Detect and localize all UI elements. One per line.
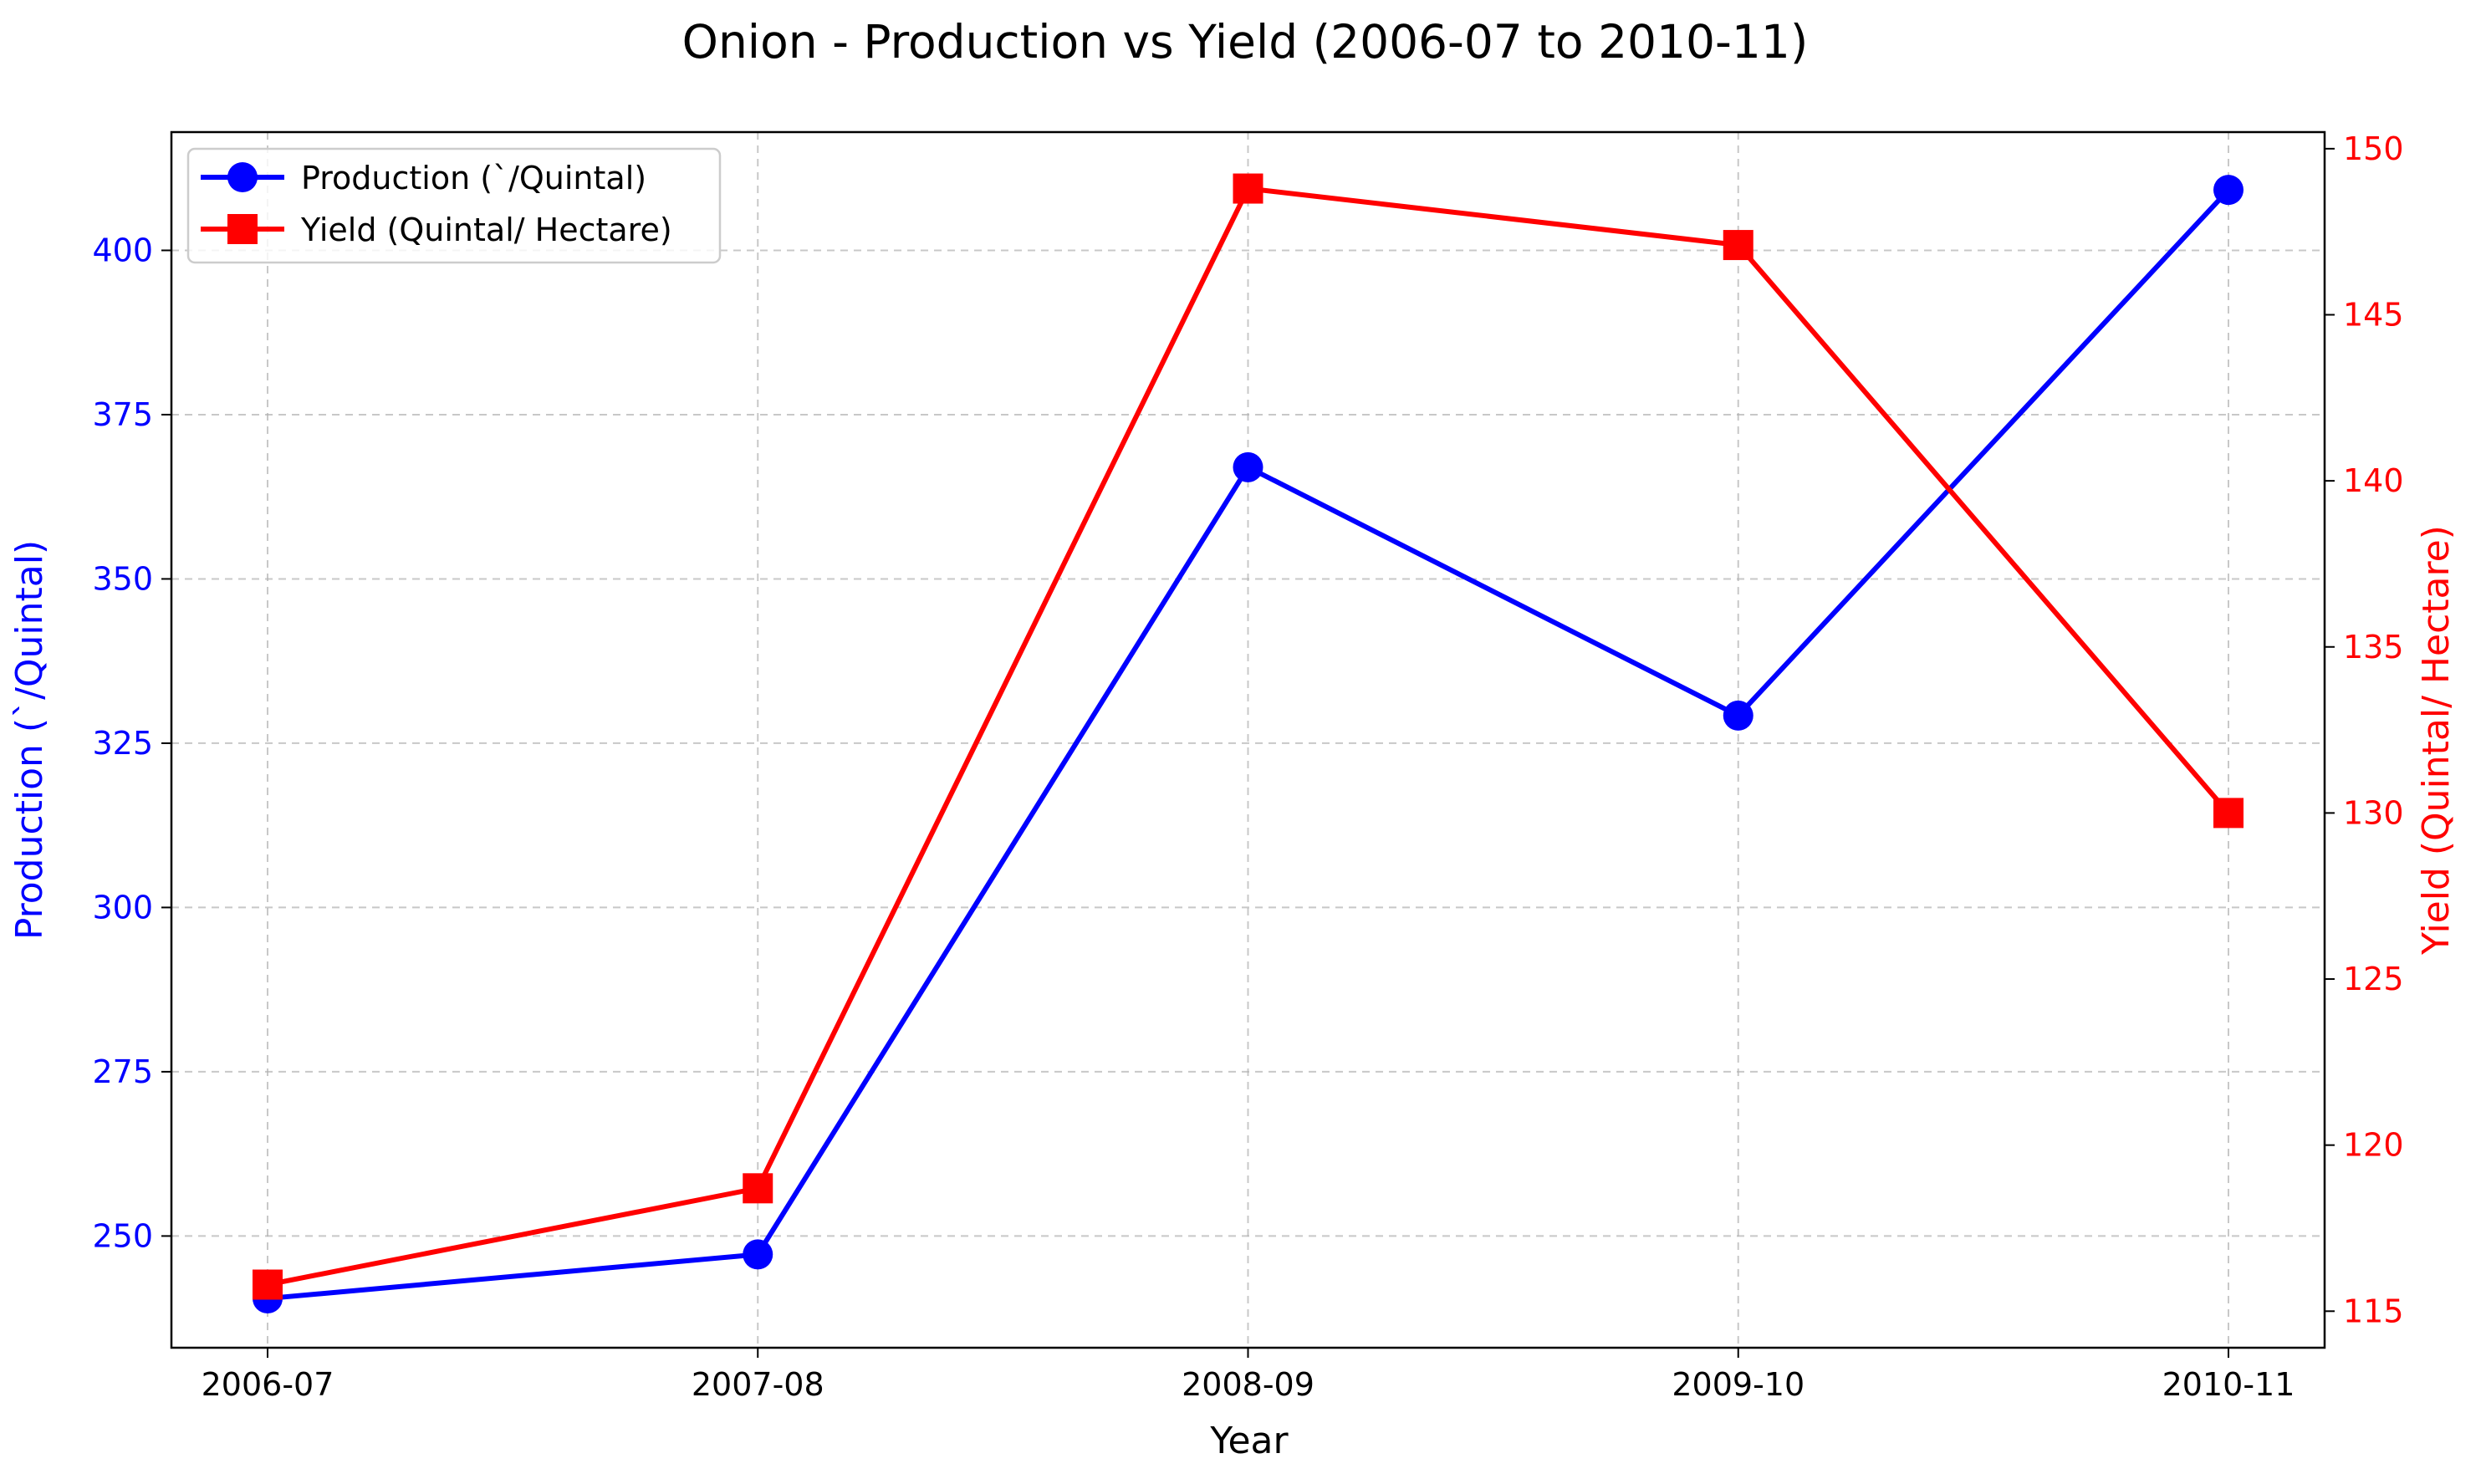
- chart-title: Onion - Production vs Yield (2006-07 to …: [682, 15, 1809, 69]
- y-left-tick-label: 375: [92, 396, 153, 433]
- x-tick-label: 2007-08: [692, 1366, 824, 1403]
- data-point-yield: [743, 1173, 773, 1204]
- data-point-yield: [1723, 230, 1753, 261]
- data-point-production: [1723, 700, 1753, 731]
- legend-marker-yield: [227, 214, 258, 244]
- data-point-yield: [253, 1269, 283, 1300]
- data-point-production: [2213, 175, 2244, 206]
- x-tick-label: 2010-11: [2162, 1366, 2295, 1403]
- axes: 2006-07 2007-08 2008-09 2009-10 2010-11 250 27…: [92, 130, 2403, 1403]
- legend-marker-production: [227, 162, 258, 192]
- y-left-tick-label: 300: [92, 889, 153, 926]
- y-left-tick-label: 325: [92, 725, 153, 762]
- y-left-tick-label: 400: [92, 232, 153, 268]
- legend: Production (`/Quintal) Yield (Quintal/ H…: [186, 147, 722, 264]
- y-left-tick-label: 275: [92, 1053, 153, 1090]
- x-tick-label: 2006-07: [202, 1366, 334, 1403]
- data-series: [253, 173, 2244, 1314]
- legend-box: [186, 147, 722, 264]
- y-right-tick-label: 120: [2343, 1127, 2404, 1164]
- y-right-tick-label: 125: [2343, 961, 2404, 997]
- data-point-production: [1233, 451, 1263, 482]
- y-right-tick-label: 115: [2343, 1293, 2404, 1329]
- legend-label-yield: Yield (Quintal/ Hectare): [300, 212, 672, 248]
- x-tick-label: 2008-09: [1182, 1366, 1314, 1403]
- y-axis-right-label: Yield (Quintal/ Hectare): [2415, 525, 2458, 956]
- y-right-tick-label: 145: [2343, 296, 2404, 333]
- y-right-tick-label: 140: [2343, 462, 2404, 499]
- x-axis-label: Year: [1209, 1420, 1289, 1462]
- y-axis-left-label: Production (`/Quintal): [8, 540, 51, 940]
- y-right-tick-label: 130: [2343, 794, 2404, 831]
- data-point-production: [743, 1239, 773, 1270]
- x-tick-label: 2009-10: [1672, 1366, 1805, 1403]
- data-point-yield: [1233, 173, 1263, 204]
- data-point-yield: [2213, 798, 2244, 829]
- grid-lines: [171, 132, 2325, 1348]
- legend-entry-production: Production (`/Quintal): [201, 160, 646, 196]
- plot-frame: [170, 130, 2326, 1349]
- y-left-tick-label: 250: [92, 1217, 153, 1254]
- legend-label-production: Production (`/Quintal): [301, 160, 646, 196]
- legend-entry-yield: Yield (Quintal/ Hectare): [201, 212, 672, 248]
- y-left-tick-label: 350: [92, 560, 153, 597]
- y-right-tick-label: 135: [2343, 629, 2404, 666]
- y-right-tick-label: 150: [2343, 130, 2404, 167]
